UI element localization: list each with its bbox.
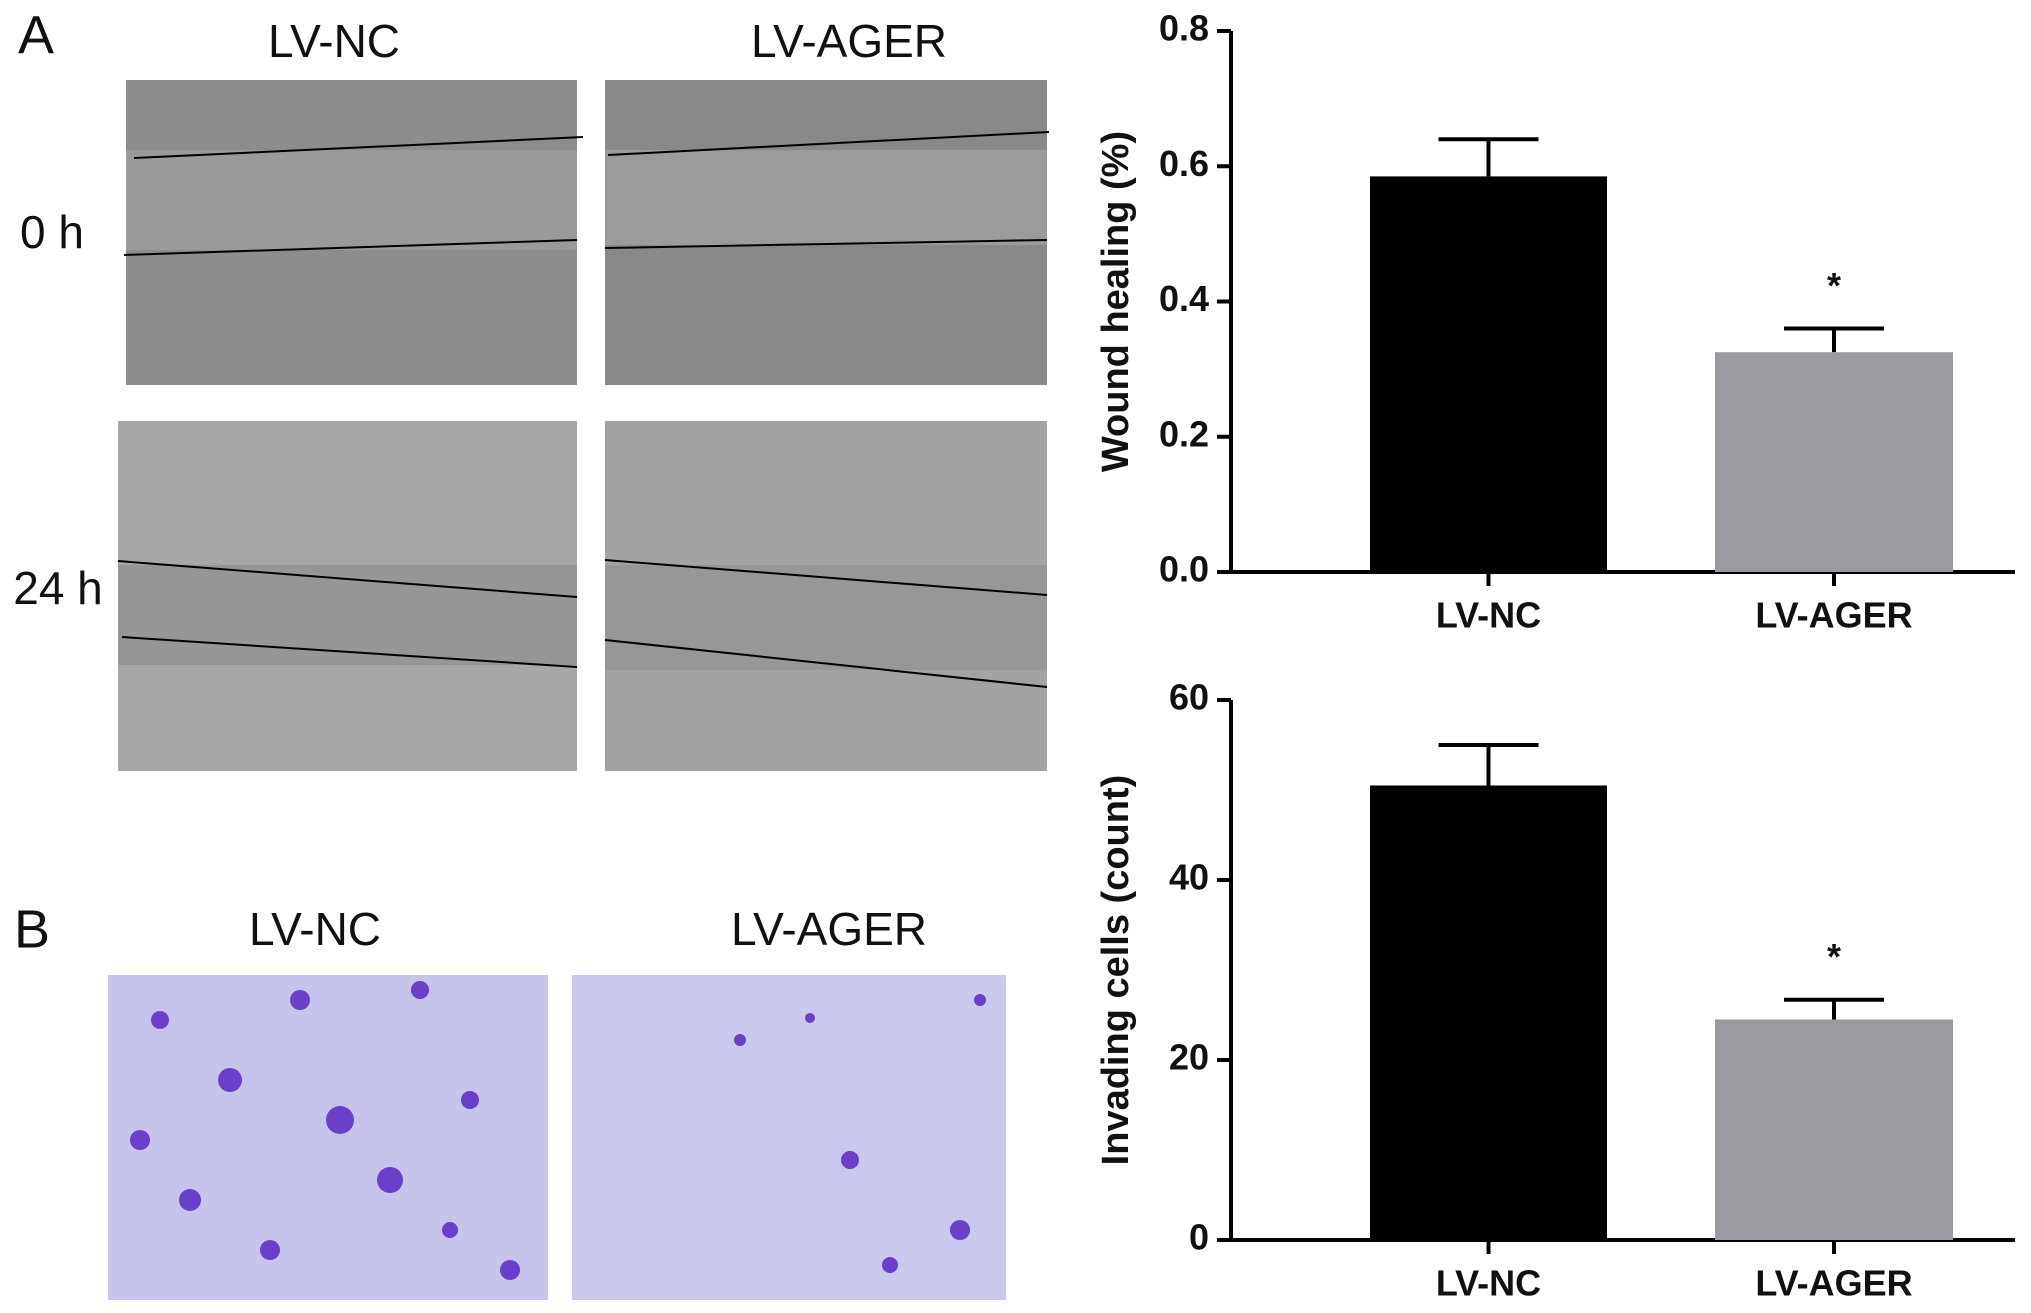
y-tick-label: 0.0 <box>1159 549 1209 590</box>
wound-gap <box>118 565 577 665</box>
bar <box>1370 785 1607 1240</box>
x-tick-label: LV-NC <box>1436 1263 1541 1304</box>
y-tick-label: 0.2 <box>1159 413 1209 454</box>
y-axis-title: Invading cells (count) <box>1095 775 1137 1166</box>
y-tick-label: 40 <box>1169 857 1209 898</box>
y-tick-label: 20 <box>1169 1037 1209 1078</box>
column-label: LV-NC <box>268 15 400 67</box>
bar <box>1370 176 1607 573</box>
significance-mark: * <box>1827 936 1841 977</box>
panel-label: B <box>14 899 50 959</box>
wound-edge <box>604 639 1048 688</box>
micrograph <box>572 975 1006 1300</box>
panel-label: A <box>18 5 54 65</box>
row-label: 0 h <box>20 206 84 258</box>
x-tick-label: LV-AGER <box>1755 1263 1912 1304</box>
y-tick-label: 0 <box>1189 1217 1209 1258</box>
micrograph <box>108 975 548 1300</box>
wound-edge <box>604 559 1048 596</box>
wound-edge <box>121 636 578 668</box>
wound-edge <box>117 560 578 598</box>
y-tick-label: 0.6 <box>1159 143 1209 184</box>
x-tick-label: LV-NC <box>1436 595 1541 636</box>
y-axis-title: Wound healing (%) <box>1095 131 1137 472</box>
row-label: 24 h <box>13 562 103 614</box>
y-tick-label: 0.8 <box>1159 8 1209 49</box>
column-label: LV-AGER <box>731 903 927 955</box>
column-label: LV-NC <box>249 903 381 955</box>
wound-edge <box>607 131 1050 156</box>
y-tick-label: 0.4 <box>1159 278 1209 319</box>
y-tick-label: 60 <box>1169 677 1209 718</box>
bar <box>1715 352 1953 572</box>
significance-mark: * <box>1827 265 1841 306</box>
column-label: LV-AGER <box>751 15 947 67</box>
x-tick-label: LV-AGER <box>1755 595 1912 636</box>
wound-edge <box>123 239 578 256</box>
wound-edge <box>133 136 584 159</box>
wound-gap <box>605 150 1047 245</box>
cells <box>130 981 986 1280</box>
micrograph-group <box>117 80 1050 771</box>
wound-gap <box>126 150 577 250</box>
wound-edge <box>604 239 1048 249</box>
wound-gap <box>605 565 1047 670</box>
bar <box>1715 1019 1953 1240</box>
micrograph-group <box>108 975 1006 1300</box>
